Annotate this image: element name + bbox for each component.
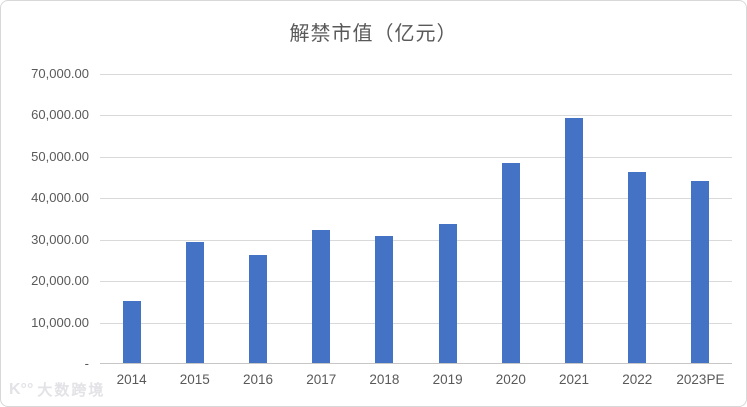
x-axis-label-2016: 2016 <box>242 372 274 387</box>
bar-slot-2015 <box>163 74 226 364</box>
watermark-text: 大数跨境 <box>37 382 106 399</box>
y-axis-tick-label: 10,000.00 <box>31 314 89 330</box>
bar-2017 <box>312 230 331 364</box>
gridline <box>100 74 732 75</box>
bar-slot-2021 <box>542 74 605 364</box>
bar-2021 <box>565 118 584 364</box>
bar-2018 <box>375 235 394 364</box>
x-axis-label-2023PE: 2023PE <box>676 372 725 387</box>
y-axis-tick-label: 30,000.00 <box>31 231 89 247</box>
gridline <box>100 239 732 241</box>
y-axis-tick-label: - <box>84 356 89 371</box>
bar-slot-2016 <box>226 74 289 364</box>
bar-slot-2014 <box>100 74 163 364</box>
gridline <box>100 156 732 158</box>
x-axis-label-2021: 2021 <box>559 372 590 387</box>
bar-slot-2017 <box>290 74 353 364</box>
bar-slot-2019 <box>416 74 479 364</box>
bar-slot-2020 <box>479 74 542 364</box>
bar-2020 <box>501 162 520 364</box>
x-axis-label-2015: 2015 <box>179 372 210 387</box>
x-axis-line <box>100 363 732 364</box>
bar-slot-2022 <box>606 74 669 364</box>
y-axis-tick-label: 50,000.00 <box>31 148 89 164</box>
x-axis-label-2019: 2019 <box>432 372 463 387</box>
chart-title: 解禁市值（亿元） <box>289 23 458 45</box>
y-axis: 70,000.00 60,000.00 50,000.00 40,000.00 30,0… <box>1 1 89 406</box>
watermark: K°° 大数跨境 <box>9 379 105 400</box>
x-axis-label-2020: 2020 <box>495 372 526 387</box>
x-axis-label-2018: 2018 <box>369 372 400 387</box>
bar-series <box>100 74 732 364</box>
bar-slot-2018 <box>353 74 416 364</box>
x-axis-label-2017: 2017 <box>306 372 337 387</box>
bar-2016 <box>249 254 267 364</box>
y-axis-tick-label: 60,000.00 <box>31 107 89 123</box>
gridline <box>100 322 732 324</box>
bar-2014 <box>122 301 141 364</box>
bar-slot-2023PE <box>669 74 732 364</box>
gridline <box>100 281 732 283</box>
bar-2022 <box>628 171 647 364</box>
y-axis-tick-label: 70,000.00 <box>31 66 89 81</box>
bar-2023PE <box>691 181 710 364</box>
bar-2015 <box>185 242 204 364</box>
x-axis-label-2022: 2022 <box>622 372 653 387</box>
x-axis: 2014 2015 2016 2017 2018 2019 2020 2021 2022 2023… <box>100 372 732 387</box>
y-axis-tick-label: 40,000.00 <box>31 190 89 206</box>
y-axis-tick-label: 20,000.00 <box>31 273 89 289</box>
bar-2019 <box>438 223 457 364</box>
gridline <box>100 115 732 117</box>
x-axis-label-2014: 2014 <box>116 372 147 387</box>
plot-area <box>100 74 732 364</box>
watermark-logo-icon: K°° <box>9 380 34 398</box>
gridline <box>100 198 732 200</box>
